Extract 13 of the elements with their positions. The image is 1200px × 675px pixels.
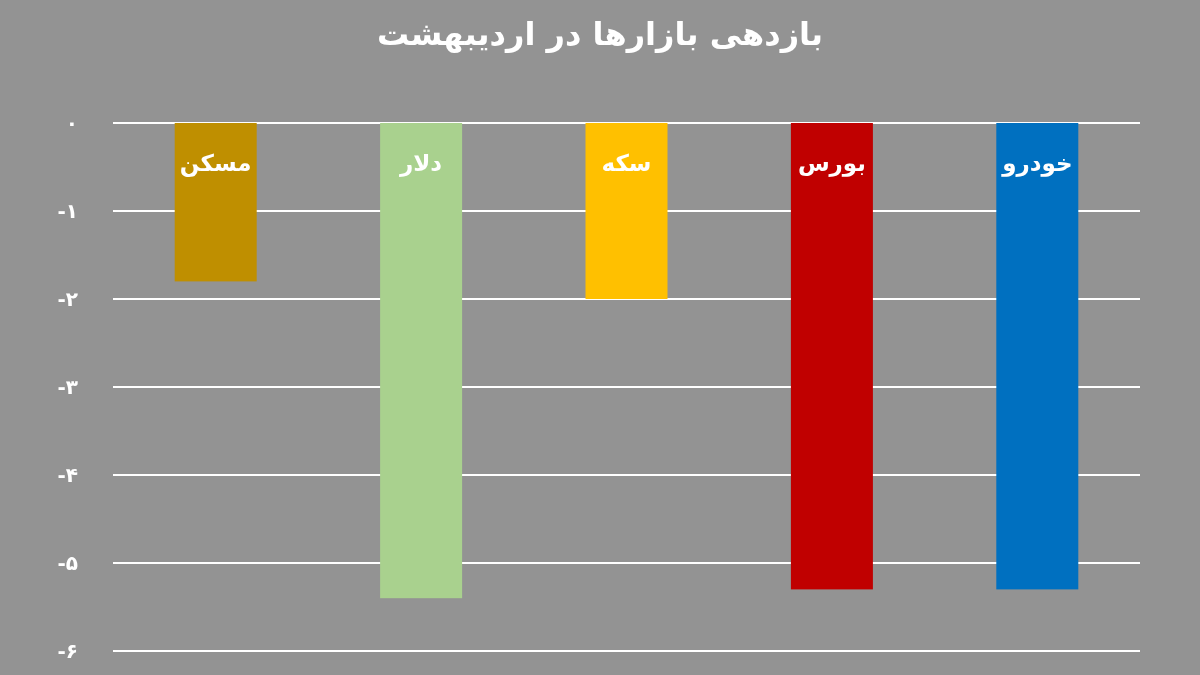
y-tick-label: -۱ xyxy=(57,199,78,223)
x-tick-label: سکه xyxy=(601,150,652,176)
y-tick-label: -۴ xyxy=(57,463,78,487)
y-tick-label: -۲ xyxy=(57,287,78,311)
x-tick-label: دلار xyxy=(399,150,443,177)
x-tick-label: بورس xyxy=(797,150,866,177)
chart-title: بازدهی بازارها در اردیبهشت xyxy=(376,15,824,53)
y-tick-label: -۶ xyxy=(57,639,78,663)
y-tick-label: ۰ xyxy=(65,111,78,135)
y-tick-label: -۵ xyxy=(57,551,78,575)
x-tick-label: مسکن xyxy=(179,150,252,177)
y-tick-label: -۳ xyxy=(57,375,78,399)
x-tick-label: خودرو xyxy=(1001,150,1073,177)
